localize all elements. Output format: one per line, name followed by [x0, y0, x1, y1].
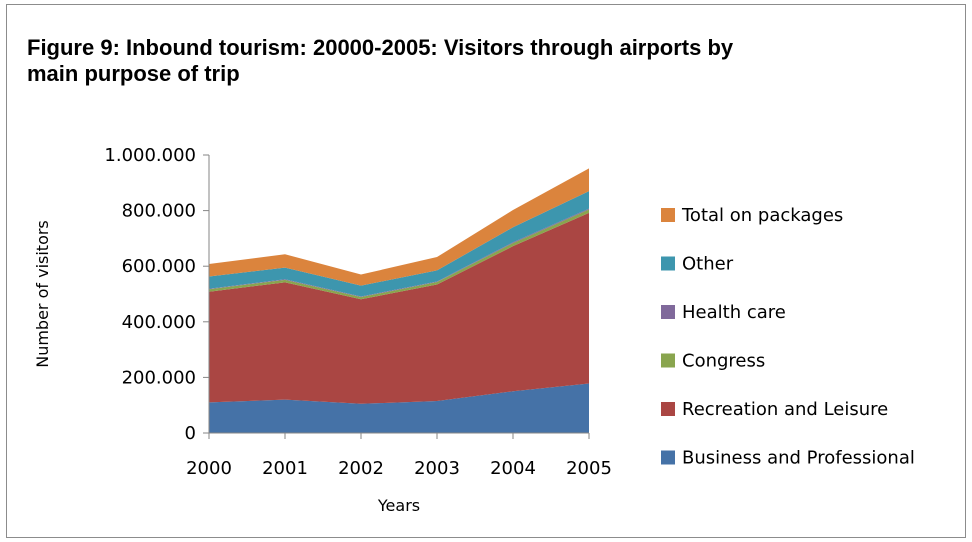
- legend-swatch-other: [661, 256, 675, 271]
- area-recreation-and-leisure: [209, 212, 589, 404]
- legend-label-business-and-professional: Business and Professional: [682, 448, 915, 469]
- legend-swatch-recreation-and-leisure: [661, 402, 675, 416]
- x-tick-label: 2002: [338, 458, 384, 479]
- legend-label-health-care: Health care: [682, 302, 786, 323]
- y-tick-label: 1.000.000: [104, 145, 196, 166]
- legend-label-congress: Congress: [682, 351, 765, 372]
- area-business-and-professional: [209, 383, 589, 433]
- x-tick-label: 2003: [414, 458, 460, 479]
- legend-label-total-on-packages: Total on packages: [681, 205, 843, 226]
- legend-swatch-business-and-professional: [661, 450, 675, 465]
- y-axis-title: Number of visitors: [33, 220, 52, 368]
- area-series-group: [209, 168, 589, 433]
- y-tick-label: 800.000: [122, 201, 196, 222]
- y-tick-label: 400.000: [122, 312, 196, 333]
- y-tick-label: 600.000: [122, 256, 196, 277]
- legend-label-other: Other: [682, 254, 734, 275]
- legend-swatch-health-care: [661, 305, 675, 319]
- x-tick-label: 2005: [566, 458, 612, 479]
- x-tick-label: 2000: [186, 458, 232, 479]
- area-total-on-packages: [209, 168, 589, 286]
- chart-title: Figure 9: Inbound tourism: 20000-2005: V…: [27, 35, 734, 86]
- axes-group: 0 200.000 400.000 600.000 800.000 1.000.000 20…: [104, 145, 612, 479]
- legend-swatch-total-on-packages: [661, 208, 675, 222]
- y-tick-label: 0: [185, 423, 196, 444]
- x-tick-label: 2004: [490, 458, 536, 479]
- x-tick-label: 2001: [262, 458, 308, 479]
- legend-label-recreation-and-leisure: Recreation and Leisure: [682, 399, 888, 420]
- x-axis-title: Years: [377, 496, 420, 515]
- legend-swatch-congress: [661, 353, 675, 368]
- legend: Total on packages Other Health care Congres…: [661, 205, 915, 469]
- y-tick-label: 200.000: [122, 367, 196, 388]
